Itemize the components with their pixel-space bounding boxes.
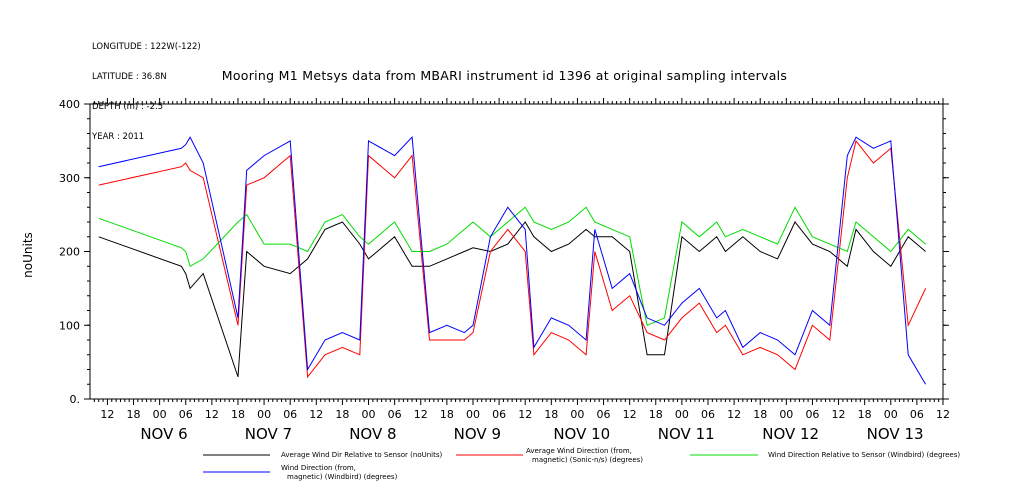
x-tick-label: 00: [779, 408, 793, 421]
x-tick-label: 12: [832, 408, 846, 421]
x-day-label: NOV 11: [658, 425, 715, 443]
x-day-label: NOV 12: [762, 425, 819, 443]
axes-layer: 0. 100 200 300 400 12 18 00 06 12 18 00 06 12 18 00 06 12…: [59, 98, 950, 443]
x-tick-label: 06: [910, 408, 924, 421]
x-tick-label: 06: [179, 408, 193, 421]
series-line-4: [98, 136, 927, 385]
x-tick-label: 06: [388, 408, 402, 421]
plot-frame: [89, 103, 944, 400]
x-tick-label: 12: [414, 408, 428, 421]
series-layer: [98, 136, 927, 385]
legend-label-2: Average Wind Direction (from, magnetic) (…: [526, 447, 643, 464]
x-tick-label: 12: [205, 408, 219, 421]
meta-line: LATITUDE : 36.8N: [92, 72, 167, 82]
legend-label-1: Average Wind Dir Relative to Sensor (noU…: [281, 451, 442, 459]
meta-line: YEAR : 2011: [92, 132, 145, 142]
legend-label-4: Wind Direction (from, magnetic) (Windbird…: [281, 464, 398, 481]
x-tick-label: 00: [675, 408, 689, 421]
x-tick-label: 12: [623, 408, 637, 421]
x-tick-label: 00: [362, 408, 376, 421]
x-tick-label: 00: [570, 408, 584, 421]
x-tick-label: 18: [335, 408, 349, 421]
x-tick-label: 12: [727, 408, 741, 421]
y-tick-label: 300: [59, 172, 80, 185]
y-tick-label: 200: [59, 246, 80, 259]
x-tick-label: 18: [649, 408, 663, 421]
x-tick-label: 18: [127, 408, 141, 421]
series-line-1: [98, 221, 926, 378]
x-tick-label: 12: [100, 408, 114, 421]
x-tick-label: 18: [231, 408, 245, 421]
legend: Average Wind Dir Relative to Sensor (noU…: [203, 447, 960, 481]
x-tick-label: 18: [544, 408, 558, 421]
x-tick-label: 18: [753, 408, 767, 421]
series-line-2: [98, 139, 927, 379]
x-day-label: NOV 7: [245, 425, 292, 443]
x-day-label: NOV 9: [454, 425, 501, 443]
x-tick-label: 12: [309, 408, 323, 421]
x-tick-label: 12: [936, 408, 950, 421]
x-tick-label: 06: [492, 408, 506, 421]
meta-line: LONGITUDE : 122W(-122): [92, 42, 201, 52]
x-day-label: NOV 13: [867, 425, 924, 443]
y-tick-label: 400: [59, 98, 80, 111]
series-line-3: [98, 206, 926, 327]
x-tick-label: 00: [884, 408, 898, 421]
x-tick-label: 00: [466, 408, 480, 421]
x-tick-label: 06: [701, 408, 715, 421]
y-tick-label: 0.: [70, 393, 81, 406]
x-day-label: NOV 6: [140, 425, 187, 443]
x-day-label: NOV 8: [349, 425, 396, 443]
x-day-label: NOV 10: [553, 425, 610, 443]
x-tick-label: 06: [597, 408, 611, 421]
x-tick-label: 00: [153, 408, 167, 421]
meta-line: DEPTH (m) : -2.5: [92, 102, 164, 112]
x-tick-label: 00: [257, 408, 271, 421]
metadata-block: LONGITUDE : 122W(-122) LATITUDE : 36.8N …: [92, 22, 201, 152]
x-tick-label: 18: [440, 408, 454, 421]
x-tick-label: 06: [283, 408, 297, 421]
x-tick-label: 06: [805, 408, 819, 421]
x-tick-label: 18: [858, 408, 872, 421]
chart-title: Mooring M1 Metsys data from MBARI instru…: [221, 68, 788, 83]
y-tick-label: 100: [59, 319, 80, 332]
legend-label-3: Wind Direction Relative to Sensor (Windb…: [768, 451, 960, 459]
x-tick-label: 12: [518, 408, 532, 421]
